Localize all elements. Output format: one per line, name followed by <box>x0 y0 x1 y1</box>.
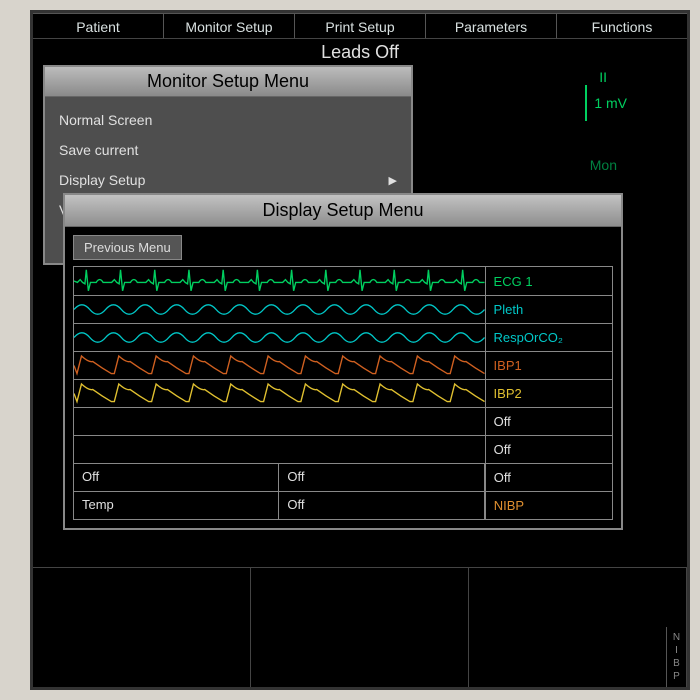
tab-patient[interactable]: Patient <box>33 13 164 38</box>
menu-normal-screen[interactable]: Normal Screen <box>55 105 401 135</box>
param-cell-temp[interactable]: Temp <box>74 492 279 519</box>
wave-row-ecg1[interactable]: ECG 1 <box>74 267 612 295</box>
ecg-mode-label: Mon <box>590 157 617 173</box>
previous-menu-button[interactable]: Previous Menu <box>73 235 182 260</box>
tab-parameters[interactable]: Parameters <box>426 13 557 38</box>
wave-label-off-1: Off <box>485 408 612 435</box>
bottom-panel-2 <box>251 568 469 687</box>
tab-functions[interactable]: Functions <box>557 13 687 38</box>
wave-row-ibp1[interactable]: IBP1 <box>74 351 612 379</box>
submenu-arrow-icon: ▶ <box>389 174 397 187</box>
display-setup-dialog: Display Setup Menu Previous Menu ECG 1 P… <box>63 193 623 530</box>
bottom-panel-1 <box>33 568 251 687</box>
param-cell[interactable]: Off <box>279 464 484 491</box>
wave-row-ibp2[interactable]: IBP2 <box>74 379 612 407</box>
wave-label-ecg1: ECG 1 <box>485 267 612 295</box>
nibp-side-label: NIBP <box>666 627 686 687</box>
param-label: Off <box>485 464 612 491</box>
wave-label-ibp1: IBP1 <box>485 352 612 379</box>
param-cell[interactable]: Off <box>279 492 484 519</box>
monitor-setup-title: Monitor Setup Menu <box>45 67 411 97</box>
tab-print-setup[interactable]: Print Setup <box>295 13 426 38</box>
status-message: Leads Off <box>33 39 687 65</box>
ecg-lead-label: II <box>599 69 607 85</box>
top-tabs: Patient Monitor Setup Print Setup Parame… <box>33 13 687 39</box>
menu-save-current[interactable]: Save current <box>55 135 401 165</box>
display-setup-title: Display Setup Menu <box>65 195 621 227</box>
bottom-panels: NIBP <box>33 567 687 687</box>
param-row-2[interactable]: Temp Off NIBP <box>74 491 612 519</box>
waveform-table: ECG 1 Pleth RespOrCO₂ IBP1 <box>73 266 613 520</box>
monitor-screen: Patient Monitor Setup Print Setup Parame… <box>30 10 690 690</box>
wave-row-resp[interactable]: RespOrCO₂ <box>74 323 612 351</box>
wave-row-off-2[interactable]: Off <box>74 435 612 463</box>
wave-row-off-1[interactable]: Off <box>74 407 612 435</box>
param-row-1[interactable]: Off Off Off <box>74 463 612 491</box>
ecg-scale-bar <box>585 85 587 121</box>
wave-label-pleth: Pleth <box>485 296 612 323</box>
bottom-panel-3: NIBP <box>469 568 687 687</box>
param-label-nibp: NIBP <box>485 492 612 519</box>
ecg-scale-label: 1 mV <box>594 95 627 111</box>
wave-row-pleth[interactable]: Pleth <box>74 295 612 323</box>
wave-label-resp: RespOrCO₂ <box>485 324 612 351</box>
wave-label-ibp2: IBP2 <box>485 380 612 407</box>
wave-label-off-2: Off <box>485 436 612 463</box>
menu-display-setup[interactable]: Display Setup▶ <box>55 165 401 195</box>
tab-monitor-setup[interactable]: Monitor Setup <box>164 13 295 38</box>
param-cell[interactable]: Off <box>74 464 279 491</box>
